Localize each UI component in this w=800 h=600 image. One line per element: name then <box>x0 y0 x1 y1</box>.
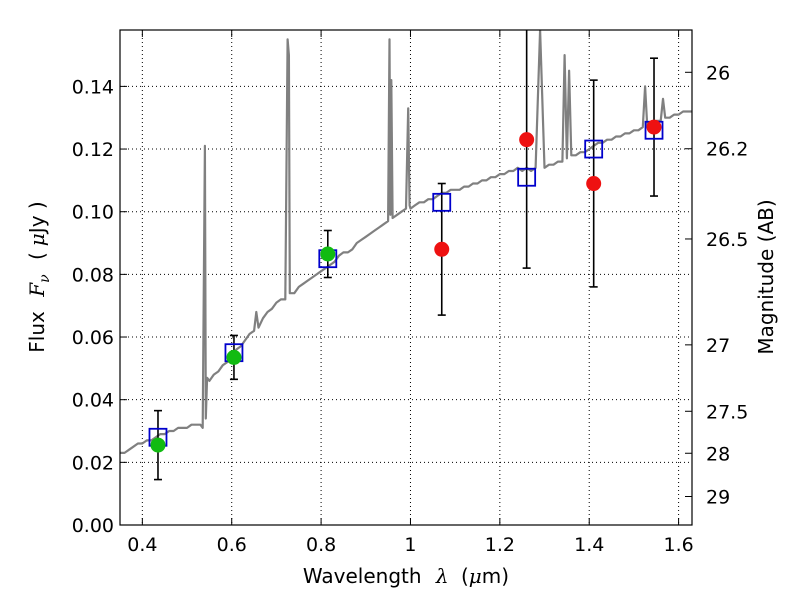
x-tick-label: 1 <box>404 534 416 556</box>
y2-axis-title: Magnitude (AB) <box>754 199 778 354</box>
y-tick-label: 0.14 <box>72 76 114 98</box>
x-axis-title-symbol: λ <box>435 564 449 588</box>
x-axis-title-unit: m) <box>482 564 509 588</box>
y-tick-label: 0.08 <box>72 264 114 286</box>
red-data-point <box>586 176 602 192</box>
x-tick-label: 0.6 <box>217 534 247 556</box>
red-data-point <box>434 241 450 257</box>
y2-tick-label: 29 <box>706 486 730 508</box>
y-axis-title-symbol: F <box>25 282 49 298</box>
x-tick-label: 0.8 <box>306 534 336 556</box>
y2-tick-label: 27.5 <box>706 401 748 423</box>
y-axis-title-paren: ( <box>25 252 49 260</box>
y2-tick-label: 26.5 <box>706 229 748 251</box>
x-axis-title-mu: μ <box>469 564 482 588</box>
y-axis-title-mu: μ <box>25 233 49 246</box>
x-tick-label: 1.2 <box>485 534 515 556</box>
y-tick-label: 0.04 <box>72 390 114 412</box>
y-tick-label: 0.12 <box>72 139 114 161</box>
y2-tick-label: 26.2 <box>706 139 748 161</box>
green-data-point <box>150 437 166 453</box>
model-square-marker <box>584 139 604 159</box>
model-square-marker <box>432 192 452 212</box>
y-axis-title-subscript: ν <box>37 274 53 283</box>
x-axis-title-prefix: Wavelength <box>303 564 422 588</box>
x-axis-title: Wavelength λ (μm) <box>303 564 509 588</box>
green-data-point <box>320 246 336 262</box>
y-tick-label: 0.02 <box>72 452 114 474</box>
spectrum-line <box>120 30 692 454</box>
spectrum-layer <box>120 30 692 454</box>
x-tick-label: 1.4 <box>574 534 604 556</box>
marker-layer <box>148 30 664 481</box>
red-data-point <box>646 119 662 135</box>
y-tick-label: 0.00 <box>72 515 114 537</box>
y-axis-title: Flux Fν ( μJy ) <box>25 201 54 352</box>
red-data-point <box>519 132 535 148</box>
plot-frame <box>119 29 693 526</box>
y2-tick-label: 26 <box>706 62 730 84</box>
green-data-point <box>226 349 242 365</box>
y-tick-label: 0.06 <box>72 327 114 349</box>
y-axis-title-prefix: Flux <box>25 311 49 353</box>
x-tick-label: 1.6 <box>663 534 693 556</box>
x-axis-title-paren: ( <box>461 564 469 588</box>
y2-tick-label: 27 <box>706 335 730 357</box>
y-tick-label: 0.10 <box>72 202 114 224</box>
axis-ticks: 0.4 0.6 0.8 1 1.2 1.4 1.6 0.00 0.02 0.04 0.06 0.08 0… <box>72 30 748 556</box>
model-square-marker <box>517 167 537 187</box>
y-axis-title-unit: Jy ) <box>25 201 49 235</box>
y2-tick-label: 28 <box>706 443 730 465</box>
x-tick-label: 0.4 <box>127 534 157 556</box>
